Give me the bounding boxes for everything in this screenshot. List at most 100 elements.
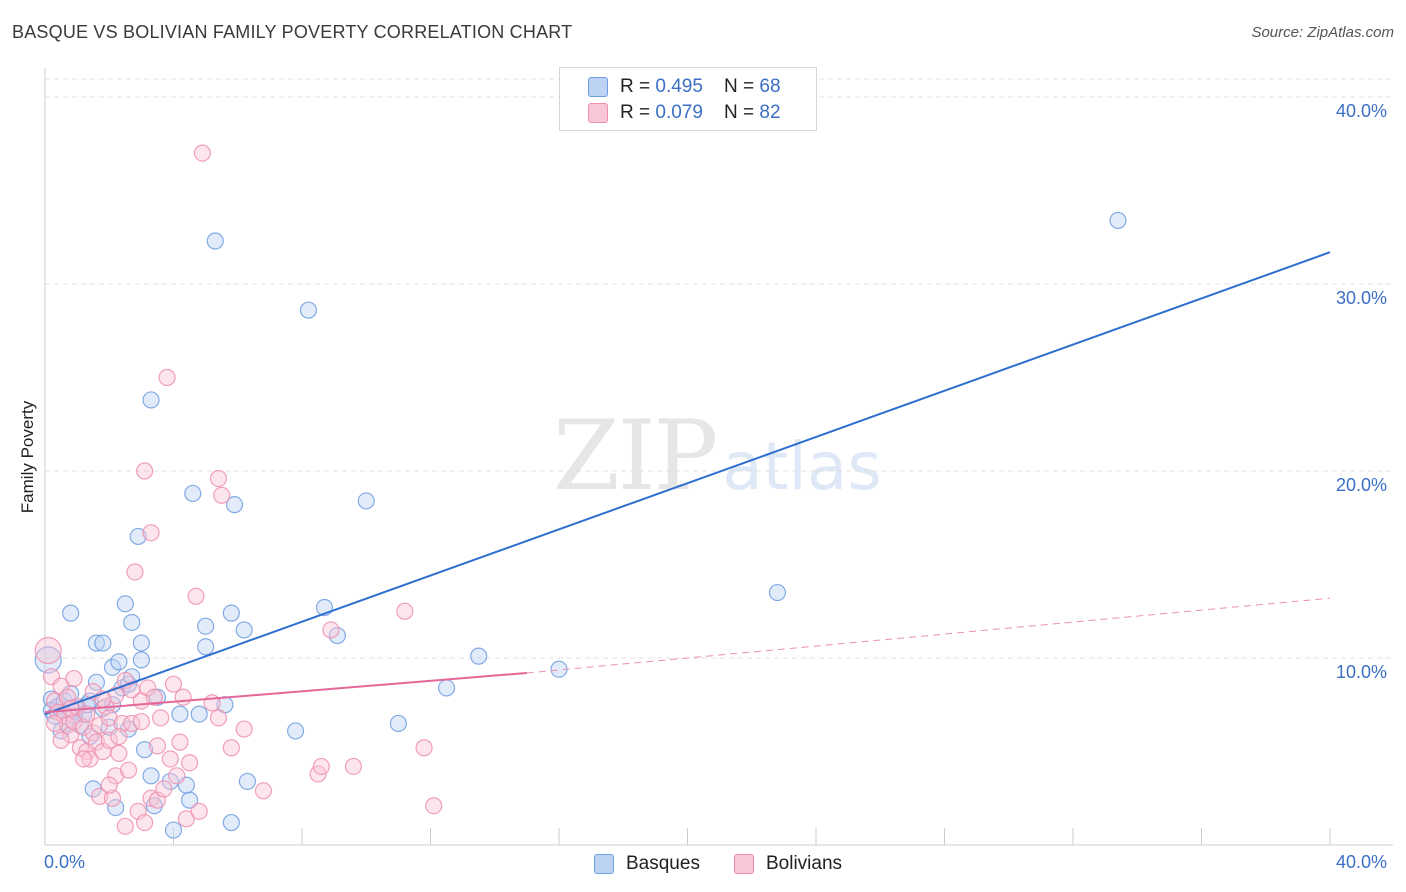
y-tick-label-40: 40.0%	[1336, 101, 1388, 121]
point-basques	[357, 492, 375, 510]
n-value-basques: 68	[759, 76, 781, 97]
point-bolivians	[116, 817, 134, 835]
point-bolivians	[187, 587, 205, 605]
point-basques	[132, 651, 150, 669]
point-bolivians	[132, 712, 150, 731]
series-legend: Basques Bolivians	[0, 850, 1406, 878]
point-bolivians	[209, 469, 228, 488]
point-basques	[437, 679, 456, 697]
legend-swatch-bolivians	[588, 103, 608, 123]
trendline-basques	[44, 251, 1331, 716]
point-bolivians	[168, 767, 186, 785]
point-bolivians	[100, 731, 118, 749]
legend-swatch-basques	[594, 854, 614, 874]
point-bolivians	[110, 744, 128, 762]
n-label: N =	[724, 76, 760, 97]
point-bolivians	[145, 688, 163, 706]
point-basques	[94, 634, 112, 652]
y-tick-label-30: 30.0%	[1336, 288, 1388, 308]
point-basques	[286, 722, 305, 740]
legend-text-bolivians: R = 0.079 N = 82	[620, 102, 781, 124]
point-bolivians	[81, 750, 99, 768]
point-bolivians	[254, 782, 273, 800]
point-bolivians	[193, 144, 212, 162]
r-label: R =	[620, 76, 656, 97]
x-tick-label-min: 0.0%	[44, 852, 86, 872]
watermark: ZIPatlas	[553, 400, 882, 512]
point-bolivians	[209, 709, 228, 727]
point-bolivians	[126, 563, 144, 581]
point-basques	[103, 696, 122, 714]
point-basques	[299, 301, 318, 319]
point-basques	[132, 634, 150, 652]
legend-label-basques: Basques	[626, 853, 700, 874]
legend-swatch-bolivians	[734, 854, 754, 874]
point-basques	[171, 705, 189, 723]
point-bolivians	[177, 810, 195, 828]
point-bolivians	[174, 688, 192, 706]
point-basques	[222, 604, 240, 622]
point-bolivians	[46, 714, 64, 733]
point-bolivians	[415, 739, 433, 757]
watermark-zip: ZIP	[553, 400, 718, 512]
legend-swatch-basques	[588, 77, 608, 97]
point-bolivians	[235, 720, 253, 738]
r-value-basques: 0.495	[655, 76, 703, 97]
correlation-legend: R = 0.495 N = 68 R = 0.079 N = 82	[559, 67, 817, 131]
point-bolivians	[100, 776, 118, 794]
point-basques	[116, 595, 134, 613]
point-bolivians	[180, 754, 199, 772]
x-tick-label-max: 40.0%	[1336, 852, 1388, 872]
point-basques	[197, 638, 215, 656]
point-bolivians	[110, 727, 128, 746]
point-bolivians	[142, 524, 160, 542]
legend-text-basques: R = 0.495 N = 68	[620, 76, 781, 98]
point-bolivians	[158, 368, 176, 387]
point-basques	[123, 613, 141, 632]
point-basques	[110, 653, 128, 671]
point-bolivians	[91, 787, 109, 805]
point-bolivians	[87, 733, 106, 751]
source-label: Source: ZipAtlas.com	[1251, 24, 1394, 41]
point-bolivians	[113, 714, 131, 733]
point-basques	[206, 232, 224, 250]
point-basques	[135, 741, 154, 759]
point-bolivians	[119, 761, 138, 779]
legend-item-basques[interactable]: Basques	[594, 850, 700, 878]
point-basques	[389, 714, 407, 733]
trendline-bolivians	[44, 671, 527, 714]
point-bolivians	[190, 802, 208, 820]
point-bolivians	[344, 757, 362, 776]
point-basques	[34, 646, 62, 674]
point-basques	[87, 634, 106, 652]
point-basques	[190, 705, 208, 723]
legend-item-bolivians[interactable]: Bolivians	[734, 850, 842, 878]
point-basques	[129, 527, 147, 546]
n-label: N =	[724, 102, 760, 123]
point-bolivians	[322, 621, 340, 639]
point-bolivians	[34, 636, 62, 665]
point-bolivians	[142, 789, 160, 807]
point-basques	[142, 767, 160, 785]
point-bolivians	[74, 750, 93, 768]
n-value-bolivians: 82	[759, 102, 781, 123]
point-basques	[470, 647, 488, 665]
trendline-bolivians-extrapolated	[526, 597, 1331, 674]
point-bolivians	[52, 731, 70, 749]
point-bolivians	[213, 486, 231, 504]
point-basques	[235, 621, 253, 639]
point-bolivians	[152, 709, 170, 727]
point-basques	[225, 496, 244, 514]
point-bolivians	[139, 679, 157, 697]
legend-label-bolivians: Bolivians	[766, 853, 843, 874]
point-basques	[142, 391, 160, 409]
point-bolivians	[46, 692, 64, 710]
r-label: R =	[620, 102, 656, 123]
point-basques	[238, 772, 256, 791]
point-bolivians	[155, 780, 173, 798]
point-bolivians	[135, 813, 154, 832]
point-bolivians	[107, 686, 125, 705]
point-basques	[1109, 211, 1127, 230]
y-tick-label-20: 20.0%	[1336, 475, 1388, 495]
